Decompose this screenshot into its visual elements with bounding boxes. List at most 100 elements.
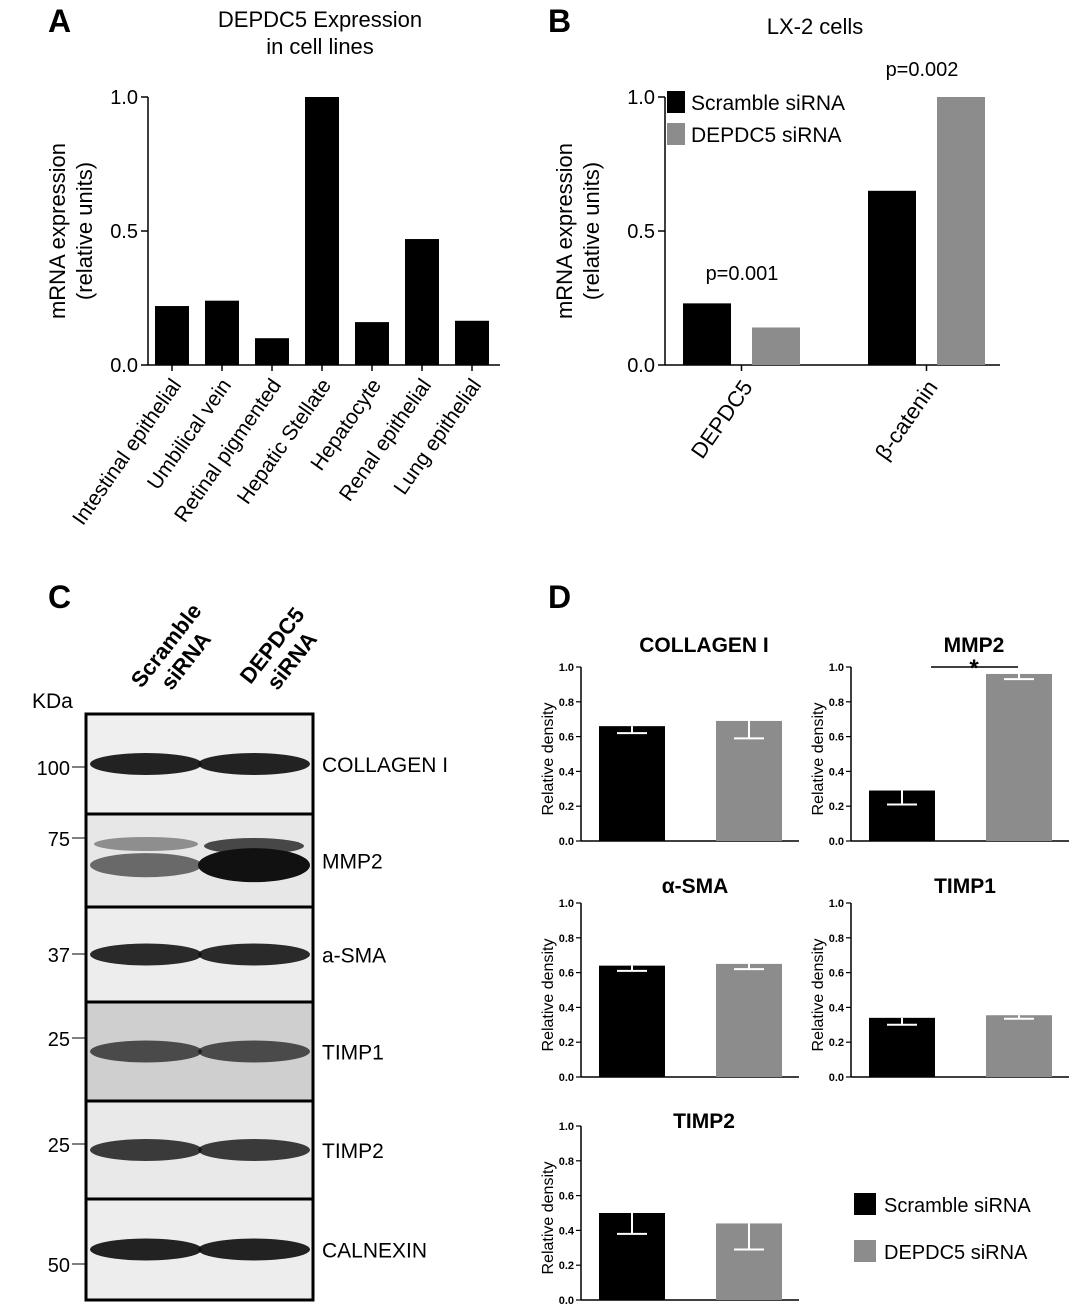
panel-d-charts: COLLAGEN I Relative density 0.0 0.2 0.4 0.6 0.… [540, 634, 1069, 1307]
blot-band [94, 837, 198, 851]
chart-d-bar [599, 726, 665, 841]
chart-b-bar [752, 327, 800, 365]
chart-d-ytick-label: 0.6 [559, 732, 574, 744]
chart-a-bar [205, 300, 239, 365]
chart-d-ytick-label: 0.2 [829, 801, 844, 813]
chart-d-legend-swatch [854, 1240, 876, 1262]
panel-letter-c: C [48, 579, 71, 615]
chart-d-ytick-label: 0.8 [559, 697, 574, 709]
chart-d-ytick-label: 0.8 [829, 933, 844, 945]
chart-b-ylabel: mRNA expression(relative units) [552, 143, 604, 319]
chart-b-legend-label: Scramble siRNA [691, 92, 845, 115]
chart-b-ylabel-text: mRNA expression(relative units) [552, 143, 604, 319]
chart-b-ytick-label: 0.0 [627, 355, 655, 377]
blot-band [198, 848, 310, 883]
chart-d-title: α-SMA [662, 875, 729, 898]
chart-d-ytick-label: 0.2 [559, 1037, 574, 1049]
chart-d-ylabel: Relative density [540, 1162, 557, 1275]
chart-d-bar [716, 720, 782, 841]
panel-b-chart: LX-2 cells mRNA expression(relative units… [552, 14, 1000, 464]
chart-d-ylabel: Relative density [810, 703, 827, 816]
blot-marker-label: 25 [48, 1029, 70, 1051]
blot-band [90, 753, 202, 775]
blot-band-label: TIMP1 [322, 1042, 384, 1065]
chart-a-bar [405, 239, 439, 365]
chart-d-ytick-label: 0.2 [559, 801, 574, 813]
chart-d-ytick-label: 0.0 [559, 1072, 574, 1084]
chart-d-ytick-label: 0.8 [829, 697, 844, 709]
chart-d-ytick-label: 1.0 [829, 898, 844, 910]
blot-band [198, 943, 310, 966]
panel-letter-d: D [548, 579, 571, 615]
chart-d-ytick-label: 0.0 [829, 1072, 844, 1084]
chart-d-bar [986, 1015, 1052, 1077]
chart-b-pvalue: p=0.001 [706, 263, 779, 285]
chart-b-legend-swatch [667, 123, 685, 145]
blot-marker-label: 75 [48, 829, 70, 851]
chart-a-ytick-label: 0.0 [110, 355, 138, 377]
blot-band-label: a-SMA [322, 945, 386, 968]
blot-band-label: TIMP2 [322, 1140, 384, 1163]
chart-d-ytick-label: 0.4 [559, 766, 575, 778]
chart-d-ytick-label: 1.0 [829, 662, 844, 674]
panel-letter-a: A [48, 3, 71, 39]
chart-d-bar [986, 673, 1052, 841]
chart-d-legend-label: DEPDC5 siRNA [884, 1242, 1028, 1264]
chart-d-ylabel: Relative density [810, 939, 827, 1052]
chart-b-ytick-label: 0.5 [627, 221, 655, 243]
chart-b-legend-label: DEPDC5 siRNA [691, 124, 842, 147]
chart-d-ytick-label: 0.2 [829, 1037, 844, 1049]
chart-d-ytick-label: 0.6 [559, 968, 574, 980]
chart-d-ytick-label: 0.4 [829, 766, 845, 778]
chart-b-ytick-label: 1.0 [627, 87, 655, 109]
blot-marker-label: 50 [48, 1255, 70, 1277]
blot-band [90, 1238, 202, 1261]
chart-d-ytick-label: 1.0 [559, 1121, 574, 1133]
blot-band [90, 1040, 202, 1063]
chart-a-bar [355, 322, 389, 365]
chart-b-pvalue: p=0.002 [886, 59, 959, 81]
blot-band [198, 1238, 310, 1261]
chart-a-ytick-label: 1.0 [110, 87, 138, 109]
blot-band-label: CALNEXIN [322, 1240, 427, 1263]
chart-a-bar [305, 97, 339, 365]
blot-kda-label: KDa [32, 690, 73, 713]
blot-marker-label: 25 [48, 1135, 70, 1157]
chart-a-bar [255, 338, 289, 365]
chart-d-legend-label: Scramble siRNA [884, 1195, 1031, 1217]
blot-band-label: COLLAGEN I [322, 754, 448, 777]
panel-letter-b: B [548, 3, 571, 39]
chart-d-title: MMP2 [944, 634, 1005, 657]
blot-band [90, 1139, 202, 1161]
blot-band [90, 943, 202, 966]
chart-d-ytick-label: 0.0 [559, 1295, 574, 1307]
chart-d-bar [716, 963, 782, 1077]
chart-d-ytick-label: 0.6 [559, 1191, 574, 1203]
blot-marker-label: 37 [48, 945, 70, 967]
chart-d-bar [869, 1017, 935, 1077]
blot-band [198, 1139, 310, 1161]
chart-b-bar [683, 303, 731, 365]
chart-a-bar [155, 306, 189, 365]
blot-band [198, 753, 310, 775]
chart-a-bar [455, 320, 489, 365]
blot-band [90, 853, 202, 878]
blot-marker-label: 100 [37, 758, 70, 780]
chart-b-title: LX-2 cells [767, 14, 864, 39]
chart-d-ytick-label: 1.0 [559, 662, 574, 674]
chart-d-ytick-label: 0.8 [559, 1156, 574, 1168]
chart-d-title: TIMP2 [673, 1110, 735, 1133]
chart-a-ylabel-text: mRNA expression(relative units) [45, 143, 97, 319]
chart-d-ytick-label: 0.2 [559, 1260, 574, 1272]
chart-d-ytick-label: 0.6 [829, 732, 844, 744]
chart-d-ytick-label: 0.0 [559, 836, 574, 848]
chart-d-ylabel: Relative density [540, 703, 557, 816]
blot-band [198, 1040, 310, 1063]
chart-a-ylabel: mRNA expression(relative units) [45, 143, 97, 319]
chart-d-ytick-label: 0.6 [829, 968, 844, 980]
chart-d-title: TIMP1 [934, 875, 996, 898]
blot-band-label: MMP2 [322, 851, 383, 874]
chart-d-ytick-label: 1.0 [559, 898, 574, 910]
chart-d-significance-star: * [969, 655, 979, 682]
